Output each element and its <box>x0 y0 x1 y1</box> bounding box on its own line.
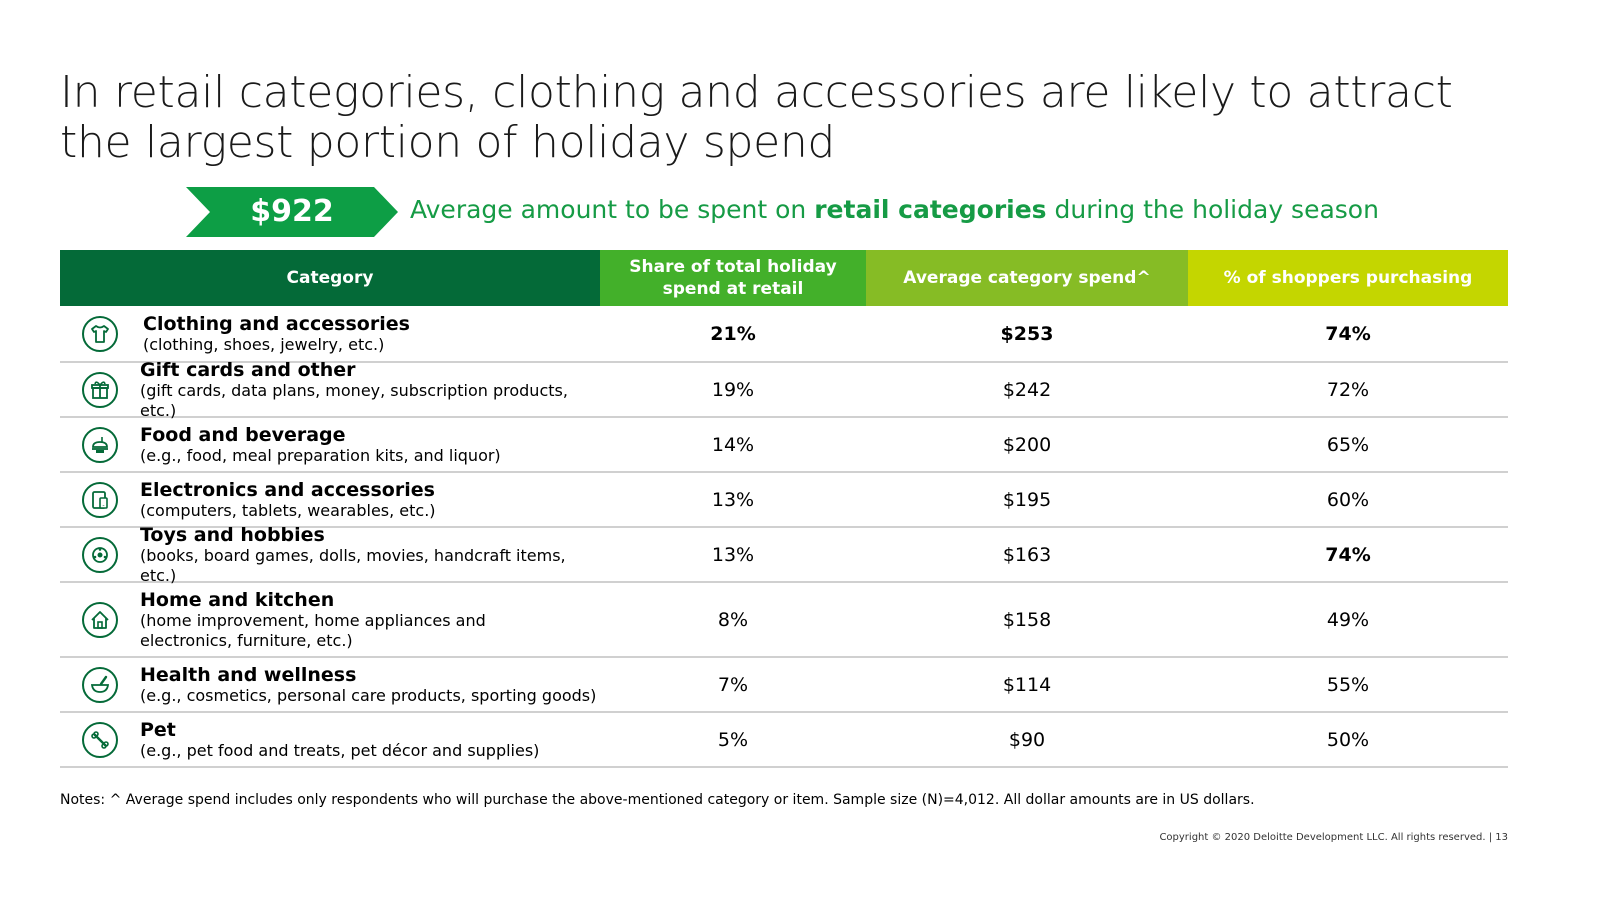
table-row: Food and beverage (e.g., food, meal prep… <box>60 418 1508 473</box>
toys-icon <box>82 536 118 573</box>
category-cell: Clothing and accessories (clothing, shoe… <box>60 313 600 355</box>
shoppers-value: 60% <box>1326 488 1370 511</box>
gift-icon <box>82 371 118 408</box>
category-name: Clothing and accessories <box>143 312 410 335</box>
callout-text-before: Average amount to be spent on <box>410 195 815 224</box>
category-name: Food and beverage <box>140 423 346 446</box>
home-icon <box>82 601 118 638</box>
table-row: Electronics and accessories (computers, … <box>60 473 1508 528</box>
notes: Notes: ^ Average spend includes only res… <box>60 792 1255 808</box>
shoppers-value: 72% <box>1326 378 1370 401</box>
share-value: 5% <box>717 728 749 751</box>
bone-icon <box>82 721 118 758</box>
arrow-badge <box>186 187 398 237</box>
category-name: Toys and hobbies <box>140 523 325 546</box>
average-spend-callout: $922 Average amount to be spent on retai… <box>186 187 1486 237</box>
callout-text-bold: retail categories <box>814 195 1047 224</box>
table-row: Clothing and accessories (clothing, shoe… <box>60 306 1508 363</box>
spend-value: $114 <box>1002 673 1052 696</box>
category-cell: Home and kitchen (home improvement, home… <box>60 589 600 651</box>
share-value: 8% <box>717 608 749 631</box>
table-row: Pet (e.g., pet food and treats, pet déco… <box>60 713 1508 768</box>
page-title: In retail categories, clothing and acces… <box>60 67 1453 168</box>
callout-text-after: during the holiday season <box>1046 195 1379 224</box>
category-name: Gift cards and other <box>140 358 356 381</box>
category-name: Electronics and accessories <box>140 478 435 501</box>
spend-value: $242 <box>1002 378 1052 401</box>
shoppers-value: 49% <box>1326 608 1370 631</box>
category-description: (e.g., pet food and treats, pet décor an… <box>140 740 540 760</box>
retail-categories-table: Category Share of total holiday spend at… <box>60 250 1508 768</box>
table-row: Gift cards and other (gift cards, data p… <box>60 359 1508 420</box>
header-category: Category <box>60 250 600 306</box>
shoppers-value: 65% <box>1326 433 1370 456</box>
shirt-icon <box>82 315 118 352</box>
category-description: (e.g., cosmetics, personal care products… <box>140 685 597 705</box>
category-cell: Health and wellness (e.g., cosmetics, pe… <box>60 664 600 706</box>
category-description: (home improvement, home appliances and e… <box>140 610 486 650</box>
shoppers-value: 74% <box>1325 322 1371 345</box>
category-cell: Toys and hobbies (books, board games, do… <box>60 524 600 586</box>
copyright-footer: Copyright © 2020 Deloitte Development LL… <box>1159 832 1508 843</box>
share-value: 7% <box>717 673 749 696</box>
category-cell: Electronics and accessories (computers, … <box>60 479 600 521</box>
category-cell: Gift cards and other (gift cards, data p… <box>60 359 600 421</box>
mortar-pestle-icon <box>82 666 118 703</box>
average-amount: $922 <box>250 194 334 229</box>
share-value: 19% <box>711 378 755 401</box>
table-row: Health and wellness (e.g., cosmetics, pe… <box>60 658 1508 713</box>
category-name: Pet <box>140 718 176 741</box>
header-average-spend: Average category spend^ <box>866 250 1188 306</box>
table-row: Home and kitchen (home improvement, home… <box>60 583 1508 658</box>
category-name: Health and wellness <box>140 663 357 686</box>
spend-value: $158 <box>1002 608 1052 631</box>
spend-value: $90 <box>1008 728 1046 751</box>
shoppers-value: 50% <box>1326 728 1370 751</box>
category-description: (books, board games, dolls, movies, hand… <box>140 545 566 585</box>
header-share: Share of total holiday spend at retail <box>600 250 866 306</box>
category-name: Home and kitchen <box>140 588 335 611</box>
category-description: (gift cards, data plans, money, subscrip… <box>140 380 568 420</box>
category-description: (computers, tablets, wearables, etc.) <box>140 500 436 520</box>
category-description: (clothing, shoes, jewelry, etc.) <box>143 334 385 354</box>
category-cell: Food and beverage (e.g., food, meal prep… <box>60 424 600 466</box>
share-value: 14% <box>711 433 755 456</box>
share-value: 13% <box>711 543 755 566</box>
share-value: 13% <box>711 488 755 511</box>
shoppers-value: 74% <box>1325 543 1371 566</box>
category-description: (e.g., food, meal preparation kits, and … <box>140 445 501 465</box>
food-icon <box>82 426 118 463</box>
devices-icon <box>82 481 118 518</box>
table-header: Category Share of total holiday spend at… <box>60 250 1508 306</box>
spend-value: $195 <box>1002 488 1052 511</box>
category-cell: Pet (e.g., pet food and treats, pet déco… <box>60 719 600 761</box>
table-row: Toys and hobbies (books, board games, do… <box>60 524 1508 585</box>
spend-value: $253 <box>1000 322 1054 345</box>
spend-value: $200 <box>1002 433 1052 456</box>
header-shoppers-purchasing: % of shoppers purchasing <box>1188 250 1508 306</box>
shoppers-value: 55% <box>1326 673 1370 696</box>
callout-text: Average amount to be spent on retail cat… <box>410 187 1379 237</box>
share-value: 21% <box>710 322 756 345</box>
spend-value: $163 <box>1002 543 1052 566</box>
